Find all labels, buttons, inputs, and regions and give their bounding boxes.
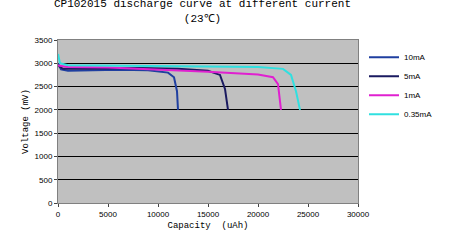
svg-text:3500: 3500 <box>35 36 53 45</box>
svg-text:0: 0 <box>56 210 61 219</box>
svg-text:5000: 5000 <box>99 210 117 219</box>
svg-text:5mA: 5mA <box>404 72 421 81</box>
svg-text:0: 0 <box>48 199 53 208</box>
svg-text:Voltage (mV): Voltage (mV) <box>21 89 31 154</box>
svg-text:10000: 10000 <box>147 210 170 219</box>
svg-text:25000: 25000 <box>297 210 320 219</box>
svg-text:2500: 2500 <box>35 82 53 91</box>
svg-text:1mA: 1mA <box>404 91 421 100</box>
svg-text:1000: 1000 <box>35 152 53 161</box>
svg-text:15000: 15000 <box>197 210 220 219</box>
svg-text:500: 500 <box>39 176 53 185</box>
svg-text:0.35mA: 0.35mA <box>404 110 432 119</box>
svg-text:2000: 2000 <box>35 106 53 115</box>
svg-text:1500: 1500 <box>35 129 53 138</box>
svg-text:20000: 20000 <box>247 210 270 219</box>
svg-text:10mA: 10mA <box>404 53 426 62</box>
svg-text:CP102015 discharge curve at di: CP102015 discharge curve at different cu… <box>54 0 351 25</box>
svg-text:Capacity (uAh): Capacity (uAh) <box>167 221 248 231</box>
svg-text:3000: 3000 <box>35 59 53 68</box>
svg-text:30000: 30000 <box>347 210 370 219</box>
